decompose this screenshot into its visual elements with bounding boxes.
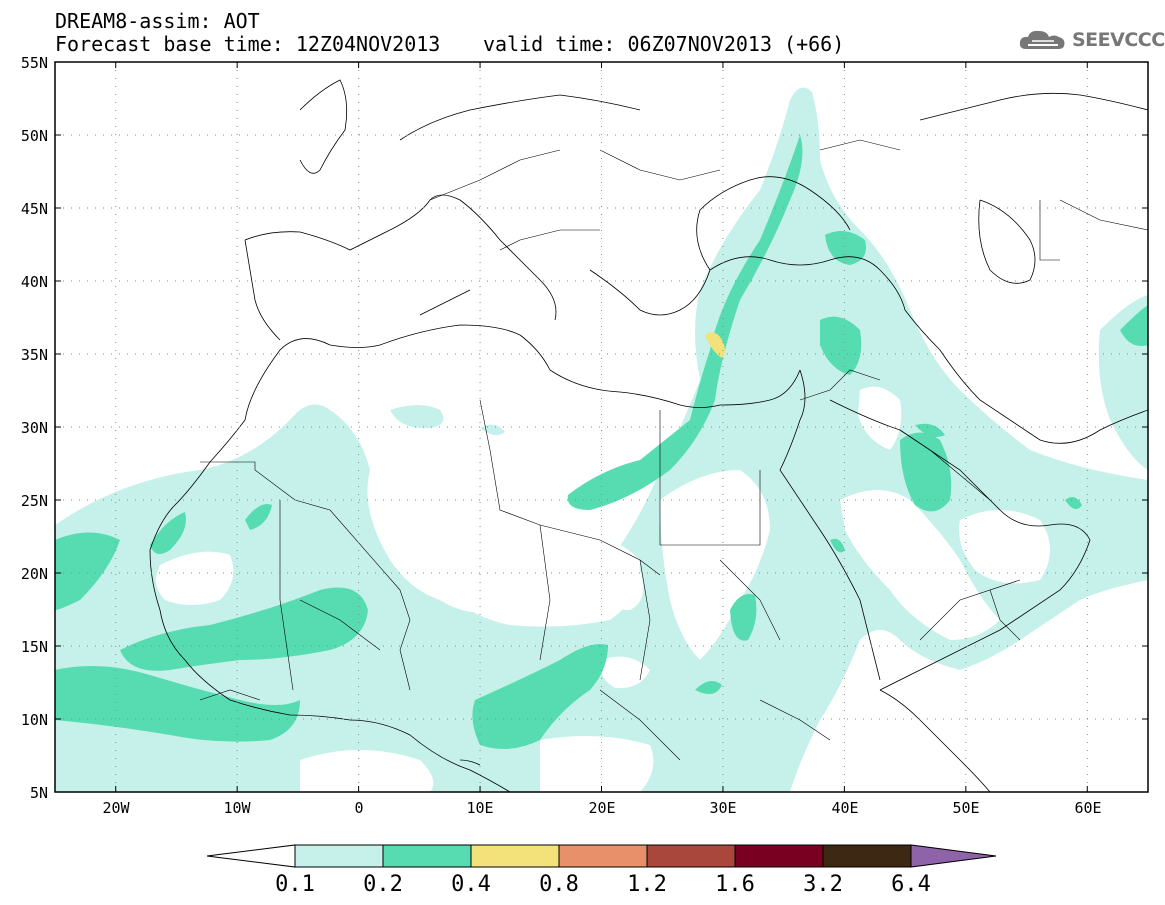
longitude-labels: 20W 10W 0 10E 20E 30E 40E 50E 60E (102, 799, 1101, 817)
lon-label: 50E (952, 799, 979, 817)
lon-label: 0 (354, 799, 363, 817)
lat-label: 55N (21, 54, 48, 72)
lon-label: 20W (102, 799, 130, 817)
lat-label: 20N (21, 565, 48, 583)
colorbar-label: 6.4 (891, 872, 931, 897)
lat-label: 5N (30, 784, 48, 802)
lat-label: 10N (21, 711, 48, 729)
colorbar-label: 1.6 (715, 872, 755, 897)
cloud-icon (1019, 30, 1065, 49)
colorbar-max-arrow (910, 844, 997, 868)
colorbar-min-arrow (206, 844, 296, 868)
lat-label: 30N (21, 419, 48, 437)
latitude-labels: 55N 50N 45N 40N 35N 30N 25N 20N 15N 10N … (21, 54, 48, 802)
lon-label: 60E (1074, 799, 1101, 817)
forecast-base-time: Forecast base time: 12Z04NOV2013 (55, 32, 441, 56)
colorbar-segment (470, 844, 560, 868)
lat-label: 50N (21, 127, 48, 145)
lat-label: 45N (21, 200, 48, 218)
lat-label: 15N (21, 638, 48, 656)
country-borders (199, 139, 1148, 761)
colorbar-label: 0.1 (275, 872, 315, 897)
lat-label: 25N (21, 492, 48, 510)
map-title: DREAM8-assim: AOT (55, 9, 260, 33)
aot-maximum-patch (705, 332, 725, 358)
axis-ticks (55, 61, 1148, 793)
colorbar-segment (558, 844, 648, 868)
lat-label: 40N (21, 273, 48, 291)
lon-label: 30E (709, 799, 736, 817)
colorbar-segment (822, 844, 912, 868)
seevccc-logo: SEEVCCC (1018, 26, 1165, 54)
valid-time: valid time: 06Z07NOV2013 (+66) (483, 32, 845, 56)
colorbar-label: 1.2 (627, 872, 667, 897)
colorbar-segment (294, 844, 384, 868)
colorbar-label: 0.8 (539, 872, 579, 897)
colorbar-segment (646, 844, 736, 868)
graticule (55, 62, 1148, 792)
colorbar-label: 0.2 (363, 872, 403, 897)
colorbar-segment (382, 844, 472, 868)
colorbar: 0.1 0.2 0.4 0.8 1.2 1.6 3.2 6.4 (206, 844, 997, 897)
lon-label: 10E (466, 799, 493, 817)
lat-label: 35N (21, 346, 48, 364)
colorbar-label: 3.2 (803, 872, 843, 897)
lon-label: 40E (831, 799, 858, 817)
lon-label: 20E (588, 799, 615, 817)
logo-text: SEEVCCC (1072, 29, 1165, 51)
lon-label: 10W (223, 799, 251, 817)
colorbar-segment (734, 844, 824, 868)
aot-field (55, 87, 1148, 792)
colorbar-label: 0.4 (451, 872, 491, 897)
